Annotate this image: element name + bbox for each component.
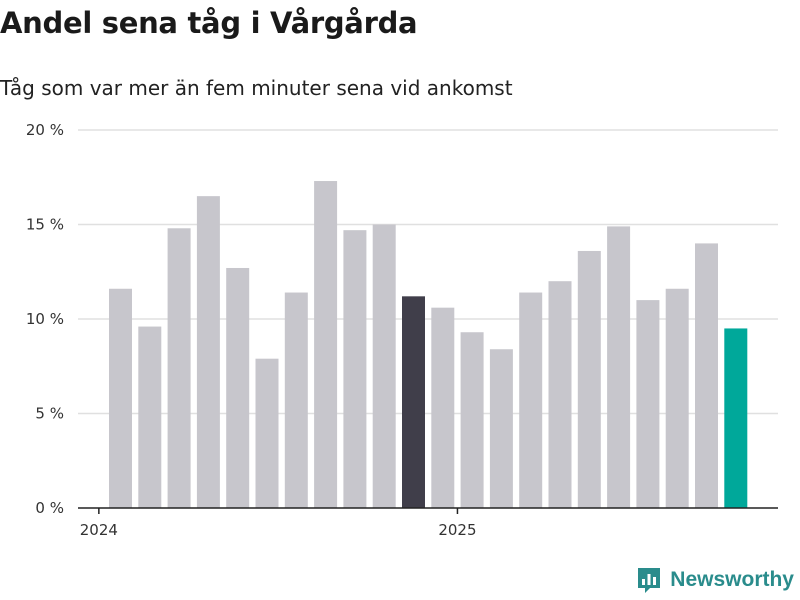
bar-2025-10 [724, 328, 748, 508]
bar-2024-04 [196, 196, 220, 508]
bar-2024-09 [343, 230, 367, 509]
chart-subtitle: Tåg som var mer än fem minuter sena vid … [0, 76, 513, 100]
bar-2024-11 [402, 296, 425, 508]
bar-2024-01 [109, 288, 132, 508]
bar-2024-08 [314, 181, 338, 508]
bar-2025-09 [695, 243, 718, 508]
logo-text: Newsworthy [670, 568, 794, 591]
bar-2025-06 [607, 226, 631, 508]
bar-2025-02 [489, 349, 513, 508]
bar-2025-03 [519, 292, 543, 508]
bar-2024-10 [372, 224, 396, 508]
bar-chart-logo-icon [638, 568, 661, 593]
chart-title: Andel sena tåg i Vårgårda [0, 6, 418, 40]
bar-2025-05 [577, 250, 601, 508]
y-tick-label: 0 % [35, 499, 64, 517]
bar-2024-12 [431, 307, 455, 508]
newsworthy-logo[interactable]: Newsworthy [636, 566, 794, 594]
bar-2025-04 [548, 281, 572, 508]
bar-2025-07 [636, 300, 660, 508]
bar-2024-03 [167, 228, 191, 508]
bar-2025-01 [460, 332, 484, 508]
bars [109, 181, 748, 509]
y-tick-label: 5 % [35, 405, 64, 423]
bar-2024-07 [284, 292, 308, 508]
y-tick-label: 10 % [26, 310, 64, 328]
x-axis: 2024 2025 [78, 507, 778, 539]
y-tick-label: 15 % [26, 216, 64, 234]
y-tick-label: 20 % [26, 121, 64, 139]
bar-2025-08 [665, 288, 689, 508]
bar-2024-05 [226, 267, 250, 508]
grid-lines: 0 % 5 % 10 % 15 % 20 % [26, 121, 778, 517]
bar-2024-02 [138, 326, 162, 508]
x-tick-label: 2024 [80, 521, 118, 539]
x-tick-label: 2025 [438, 521, 476, 539]
bar-2024-06 [255, 358, 279, 508]
